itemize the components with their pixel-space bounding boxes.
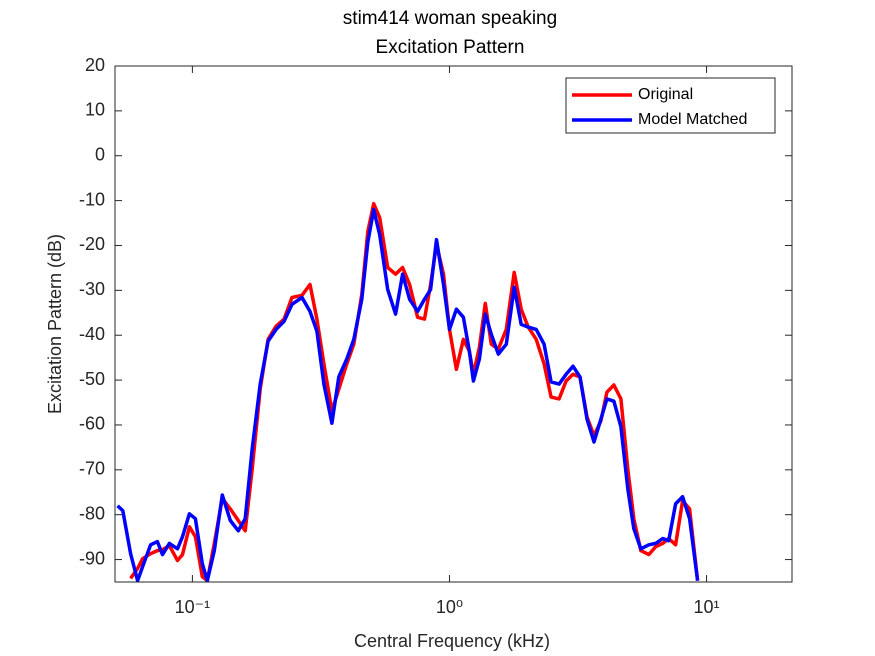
legend-label: Model Matched xyxy=(638,111,747,128)
chart-title: stim414 woman speaking xyxy=(343,8,557,29)
y-tick-label: -30 xyxy=(79,279,105,299)
legend-box xyxy=(565,77,776,134)
axes-box xyxy=(114,65,793,583)
y-tick-label: -80 xyxy=(79,503,105,523)
y-tick-label: -60 xyxy=(79,414,105,434)
y-tick-label: -90 xyxy=(79,548,105,568)
y-axis-label: Excitation Pattern (dB) xyxy=(45,234,65,414)
plot-area xyxy=(115,66,792,582)
x-tick-label: 10¹ xyxy=(694,597,720,617)
y-tick-label: 0 xyxy=(95,144,105,164)
x-tick-label: 10⁻¹ xyxy=(175,597,211,617)
legend-label: Original xyxy=(638,86,693,103)
y-tick-label: 20 xyxy=(85,55,105,75)
y-tick-label: -50 xyxy=(79,369,105,389)
y-tick-label: -10 xyxy=(79,189,105,209)
y-tick-label: -70 xyxy=(79,459,105,479)
x-tick-label: 10⁰ xyxy=(436,597,463,617)
chart-subtitle: Excitation Pattern xyxy=(376,37,525,58)
series-line xyxy=(116,207,700,583)
y-tick-label: -20 xyxy=(79,234,105,254)
y-tick-label: 10 xyxy=(85,100,105,120)
y-tick-label: -40 xyxy=(79,324,105,344)
x-axis-label: Central Frequency (kHz) xyxy=(354,631,550,651)
